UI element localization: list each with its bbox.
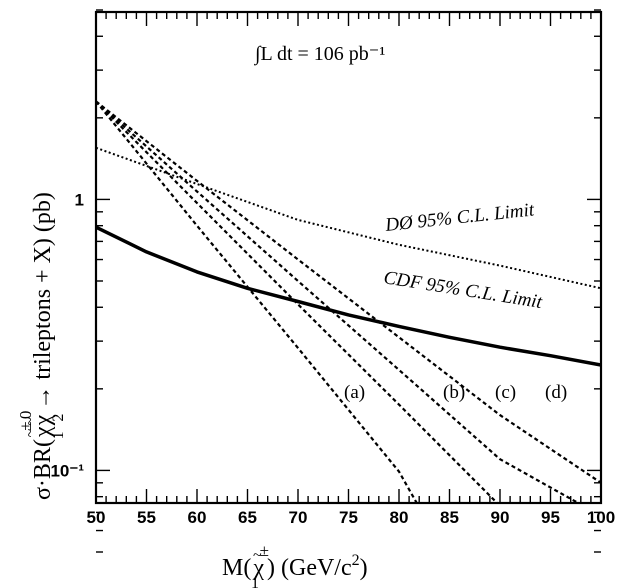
series-line-d [96,100,601,484]
svg-text:M(χ~±1) (GeV/c2): M(χ~± 1) (GeV/c2) [222,541,368,588]
axis-ticks [95,9,602,553]
series-line-c [96,100,581,503]
y-axis-label: σ·BR(χ~±1χ~0 2→ trileptons + X) (pb) [16,192,67,500]
x-tick-label: 90 [491,508,510,527]
curve-d-label: (d) [545,382,567,403]
y-tick-labels: 1 10⁻¹ [50,190,84,480]
y-tick-label: 1 [75,190,84,209]
x-tick-label: 75 [339,508,358,527]
x-tick-label: 60 [188,508,207,527]
series-line-b [96,100,499,503]
d0-limit-label: DØ 95% C.L. Limit [383,199,535,236]
cdf-limit-label: CDF 95% C.L. Limit [382,267,544,313]
svg-text:σ·BR(χ~±1χ~02→ trileptons + X): σ·BR(χ~±1χ~0 2→ trileptons + X) (pb) [16,192,67,500]
x-tick-label: 65 [238,508,257,527]
series-line-d-95-c-l-limit [96,146,601,290]
series-layer [96,100,601,503]
x-tick-label: 85 [440,508,459,527]
curve-c-label: (c) [495,382,516,403]
y-tick-label: 10⁻¹ [50,461,84,480]
plot-frame [94,10,603,505]
x-tick-labels: 50 55 60 65 70 75 80 85 90 95 100 [87,508,616,527]
x-tick-label: 70 [289,508,308,527]
x-tick-label: 55 [137,508,156,527]
series-line-a [96,100,418,503]
x-tick-label: 50 [87,508,106,527]
x-axis-label: M(χ~± 1) (GeV/c2) [222,541,368,588]
x-tick-label: 80 [390,508,409,527]
curve-a-label: (a) [344,382,365,403]
x-tick-label: 100 [587,508,615,527]
luminosity-annotation: ∫L dt = 106 pb⁻¹ [253,43,385,66]
curve-b-label: (b) [443,382,465,403]
x-tick-label: 95 [541,508,560,527]
series-line-cdf-95-c-l-limit [96,225,601,367]
